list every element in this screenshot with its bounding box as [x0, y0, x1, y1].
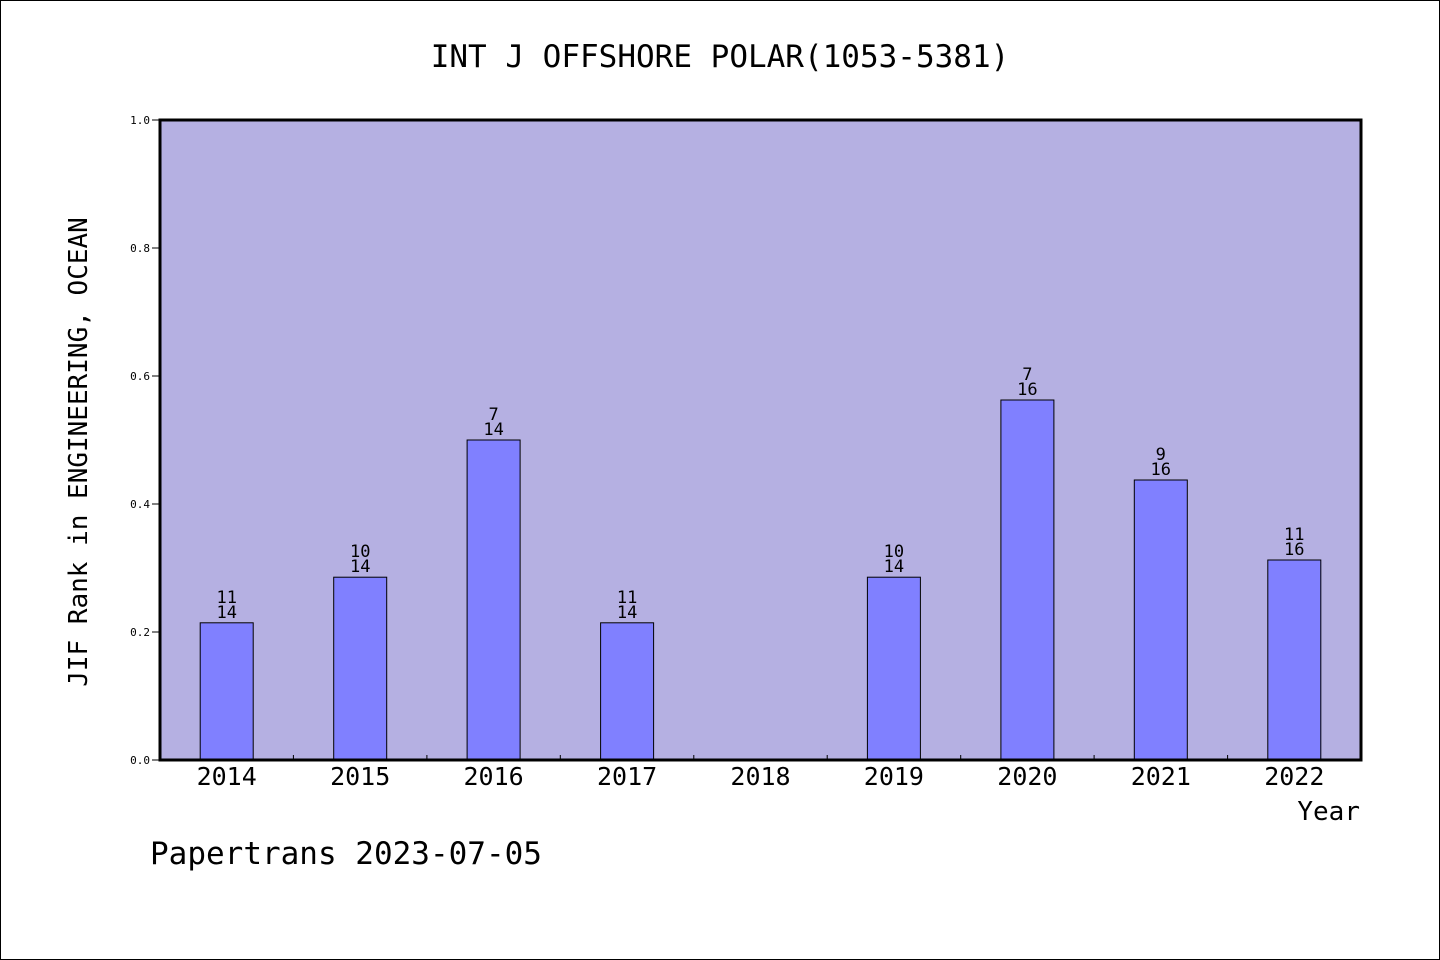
bar-total-label-2019: 14 — [884, 557, 904, 577]
bar-2020 — [1000, 399, 1055, 761]
x-axis-label: Year — [1297, 797, 1360, 827]
x-tick-label-2020: 2020 — [997, 762, 1057, 791]
bar-rank-label-2020: 7 — [1022, 365, 1032, 385]
bar-2017 — [600, 622, 655, 761]
bar-total-label-2021: 16 — [1151, 460, 1171, 480]
x-axis: 2014 2015 2016 2017 2018 2019 2020 2021 2022 — [197, 755, 1324, 791]
y-tick-label: 0.6 — [130, 370, 150, 383]
y-tick-label: 0.4 — [130, 498, 150, 511]
bar-rank-label-2016: 7 — [488, 405, 498, 425]
x-tick-label-2021: 2021 — [1131, 762, 1191, 791]
bar-total-label-2017: 14 — [617, 603, 637, 623]
bar-2022 — [1267, 559, 1322, 761]
bar-2014 — [199, 622, 254, 761]
bar-rank-label-2022: 11 — [1284, 525, 1304, 545]
x-tick-label-2018: 2018 — [730, 762, 790, 791]
bar-total-label-2020: 16 — [1017, 380, 1037, 400]
x-tick-label-2022: 2022 — [1264, 762, 1324, 791]
bar-rank-label-2019: 10 — [884, 542, 904, 562]
x-tick-label-2014: 2014 — [197, 762, 257, 791]
bar-total-label-2016: 14 — [483, 420, 503, 440]
y-tick-label: 1.0 — [130, 114, 150, 127]
y-tick-label: 0.0 — [130, 754, 150, 767]
footer-credit: Papertrans 2023-07-05 — [150, 836, 542, 872]
bar-rank-label-2014: 11 — [216, 588, 236, 608]
y-axis: 0.0 0.2 0.4 0.6 0.8 1.0 — [130, 114, 160, 767]
y-tick-label: 0.8 — [130, 242, 150, 255]
x-tick-label-2019: 2019 — [864, 762, 924, 791]
x-tick-label-2015: 2015 — [330, 762, 390, 791]
plot-border — [158, 118, 1363, 762]
bar-rank-label-2017: 11 — [617, 588, 637, 608]
bar-total-label-2022: 16 — [1284, 540, 1304, 560]
bar-rank-label-2015: 10 — [350, 542, 370, 562]
chart-title: INT J OFFSHORE POLAR(1053-5381) — [431, 39, 1010, 75]
bar-rank-label-2021: 9 — [1156, 445, 1166, 465]
bar-total-label-2014: 14 — [216, 603, 236, 623]
bar-2016 — [466, 439, 521, 761]
bar-total-label-2015: 14 — [350, 557, 370, 577]
x-tick-label-2016: 2016 — [463, 762, 523, 791]
bar-2019 — [866, 576, 921, 761]
bars-layer — [199, 399, 1322, 761]
bar-2015 — [333, 576, 388, 761]
y-tick-label: 0.2 — [130, 626, 150, 639]
x-tick-label-2017: 2017 — [597, 762, 657, 791]
bar-2021 — [1133, 479, 1188, 761]
y-axis-label: JIF Rank in ENGINEERING, OCEAN — [64, 217, 94, 687]
